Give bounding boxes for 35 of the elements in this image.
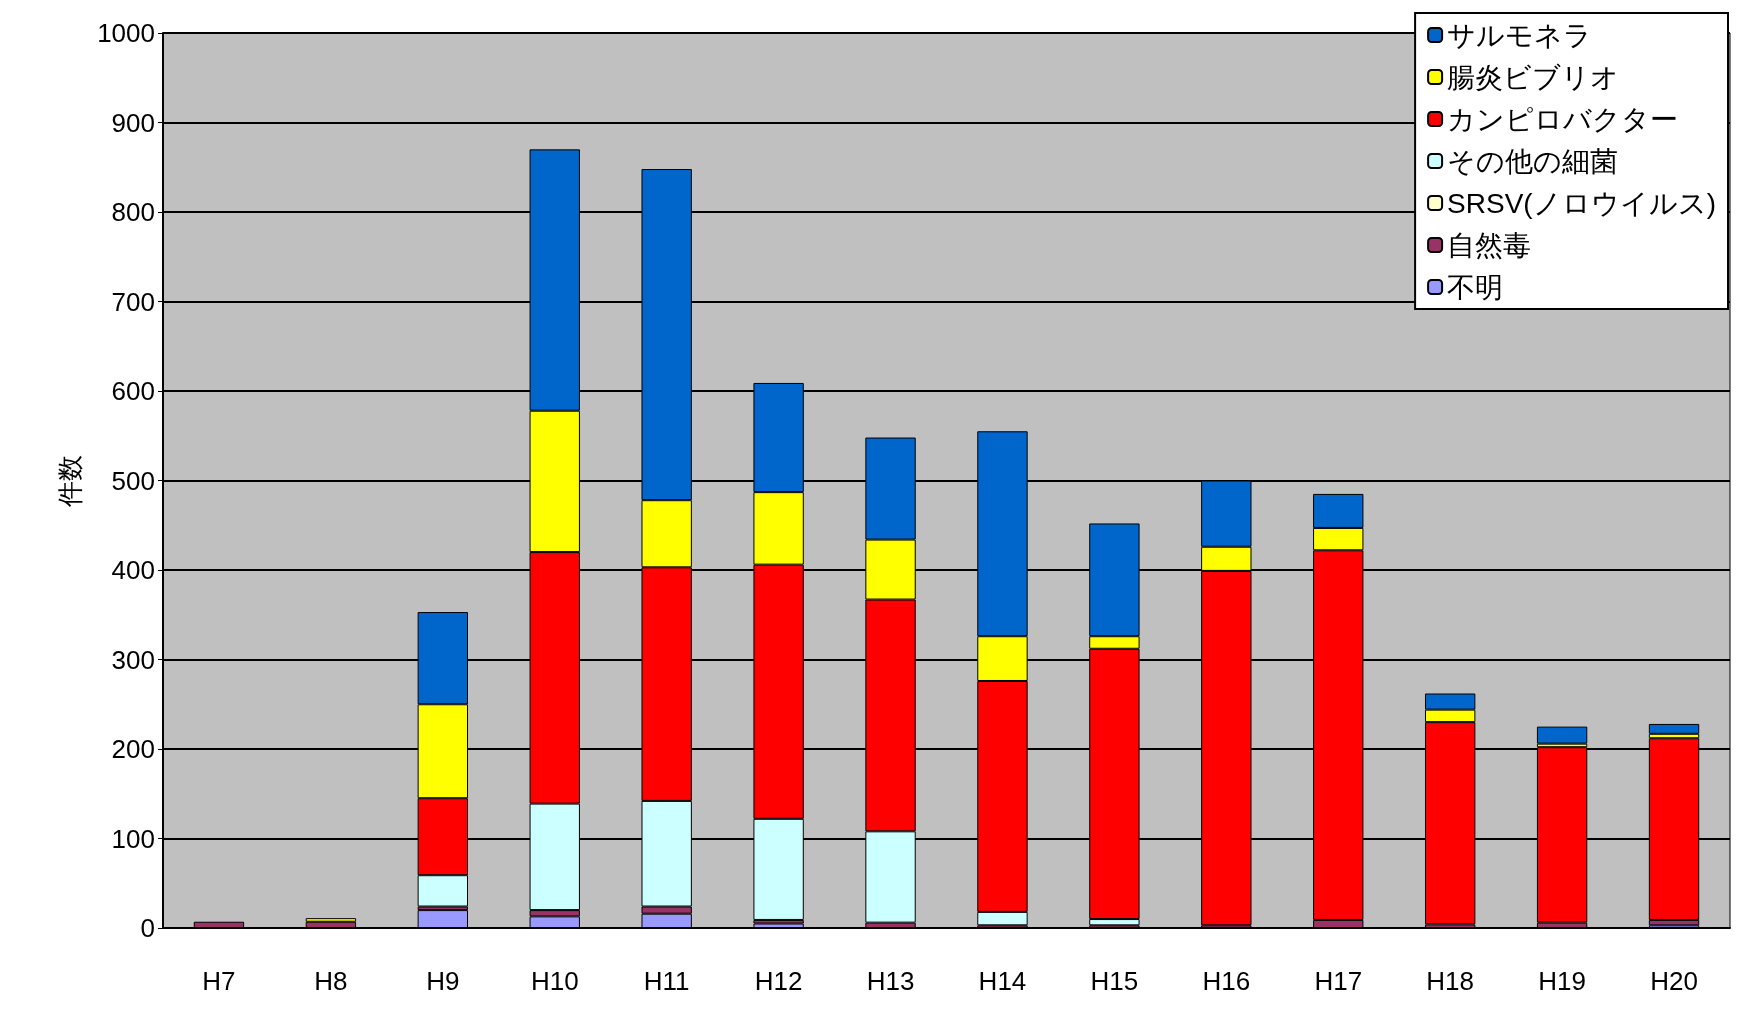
- x-tick-label: H20: [1650, 966, 1698, 996]
- x-tick-label: H14: [978, 966, 1027, 996]
- y-tick-label: 300: [111, 644, 155, 675]
- y-axis-title: 件数: [55, 454, 85, 507]
- x-tick-label: H19: [1538, 966, 1586, 996]
- y-tick-label: 1000: [97, 18, 155, 48]
- y-tick-label: 800: [111, 197, 155, 227]
- x-tick-label: H13: [866, 966, 915, 996]
- x-tick-label: H7: [202, 966, 236, 996]
- y-tick-label: 500: [111, 465, 155, 496]
- legend-label: SRSV(ノロウイルス): [1447, 187, 1717, 219]
- y-tick-label: 100: [111, 823, 155, 854]
- x-tick-label: H10: [530, 966, 579, 996]
- legend-label: その他の細菌: [1447, 145, 1619, 177]
- y-tick-label: 700: [111, 286, 155, 317]
- x-tick-label: H17: [1314, 966, 1363, 996]
- legend-label: 不明: [1447, 271, 1504, 303]
- x-tick-label: H11: [643, 966, 690, 996]
- x-tick-label: H18: [1426, 966, 1475, 996]
- legend-label: 自然毒: [1447, 229, 1532, 261]
- x-tick-label: H16: [1202, 966, 1251, 996]
- legend-label: サルモネラ: [1447, 19, 1593, 51]
- y-tick-label: 600: [111, 376, 155, 406]
- y-tick-label: 0: [140, 913, 155, 943]
- y-tick-label: 400: [111, 555, 155, 585]
- legend-label: カンピロバクター: [1447, 103, 1679, 135]
- y-tick-label: 900: [111, 107, 155, 138]
- bar: [1536, 726, 1588, 744]
- x-tick-label: H12: [754, 966, 803, 996]
- x-tick-label: H8: [314, 966, 348, 996]
- x-tick-label: H9: [426, 966, 460, 996]
- x-tick-label: H15: [1090, 966, 1139, 996]
- legend-label: 腸炎ビブリオ: [1447, 61, 1620, 93]
- y-tick-label: 200: [111, 734, 155, 764]
- bar: [1648, 723, 1700, 734]
